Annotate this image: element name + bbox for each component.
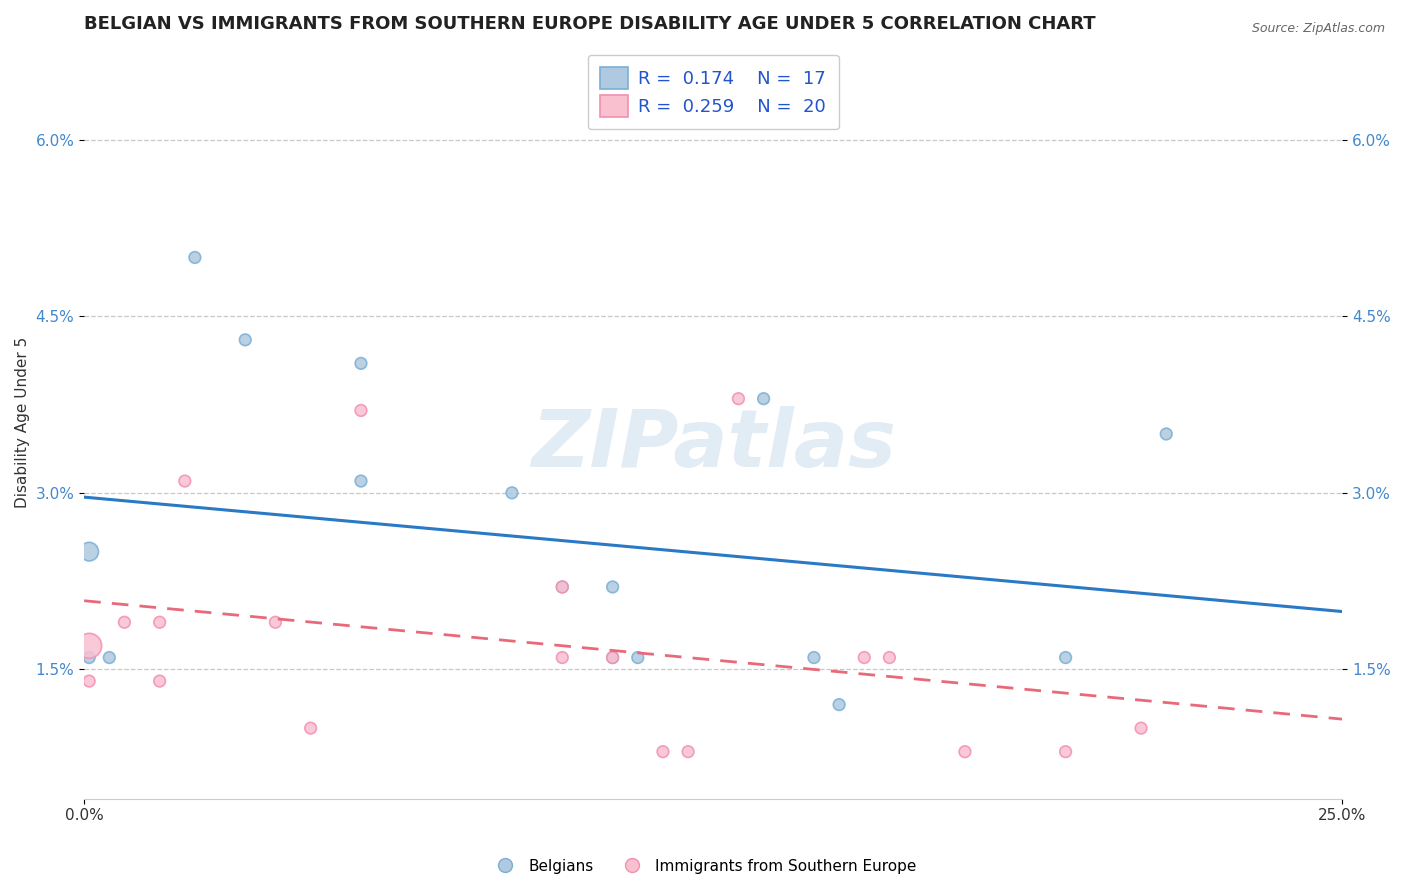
- Point: [184, 251, 207, 265]
- Point: [551, 580, 574, 594]
- Point: [77, 650, 100, 665]
- Text: Source: ZipAtlas.com: Source: ZipAtlas.com: [1251, 22, 1385, 36]
- Point: [299, 721, 322, 735]
- Legend: R =  0.174    N =  17, R =  0.259    N =  20: R = 0.174 N = 17, R = 0.259 N = 20: [588, 54, 839, 129]
- Y-axis label: Disability Age Under 5: Disability Age Under 5: [15, 336, 30, 508]
- Point: [853, 650, 876, 665]
- Legend: Belgians, Immigrants from Southern Europe: Belgians, Immigrants from Southern Europ…: [484, 853, 922, 880]
- Point: [77, 544, 100, 558]
- Point: [1154, 427, 1177, 442]
- Point: [652, 745, 675, 759]
- Point: [112, 615, 135, 630]
- Point: [879, 650, 901, 665]
- Point: [149, 674, 172, 689]
- Point: [350, 403, 373, 417]
- Point: [77, 674, 100, 689]
- Point: [551, 580, 574, 594]
- Point: [1054, 745, 1077, 759]
- Point: [551, 650, 574, 665]
- Point: [602, 650, 624, 665]
- Point: [727, 392, 749, 406]
- Point: [264, 615, 287, 630]
- Point: [1054, 650, 1077, 665]
- Point: [350, 356, 373, 370]
- Point: [953, 745, 976, 759]
- Point: [828, 698, 851, 712]
- Point: [627, 650, 650, 665]
- Point: [602, 650, 624, 665]
- Point: [233, 333, 256, 347]
- Point: [149, 615, 172, 630]
- Point: [173, 474, 195, 488]
- Text: ZIPatlas: ZIPatlas: [531, 406, 896, 483]
- Point: [676, 745, 699, 759]
- Point: [77, 639, 100, 653]
- Point: [803, 650, 825, 665]
- Point: [752, 392, 775, 406]
- Point: [1130, 721, 1153, 735]
- Text: BELGIAN VS IMMIGRANTS FROM SOUTHERN EUROPE DISABILITY AGE UNDER 5 CORRELATION CH: BELGIAN VS IMMIGRANTS FROM SOUTHERN EURO…: [84, 15, 1095, 33]
- Point: [602, 580, 624, 594]
- Point: [350, 474, 373, 488]
- Point: [501, 485, 523, 500]
- Point: [98, 650, 121, 665]
